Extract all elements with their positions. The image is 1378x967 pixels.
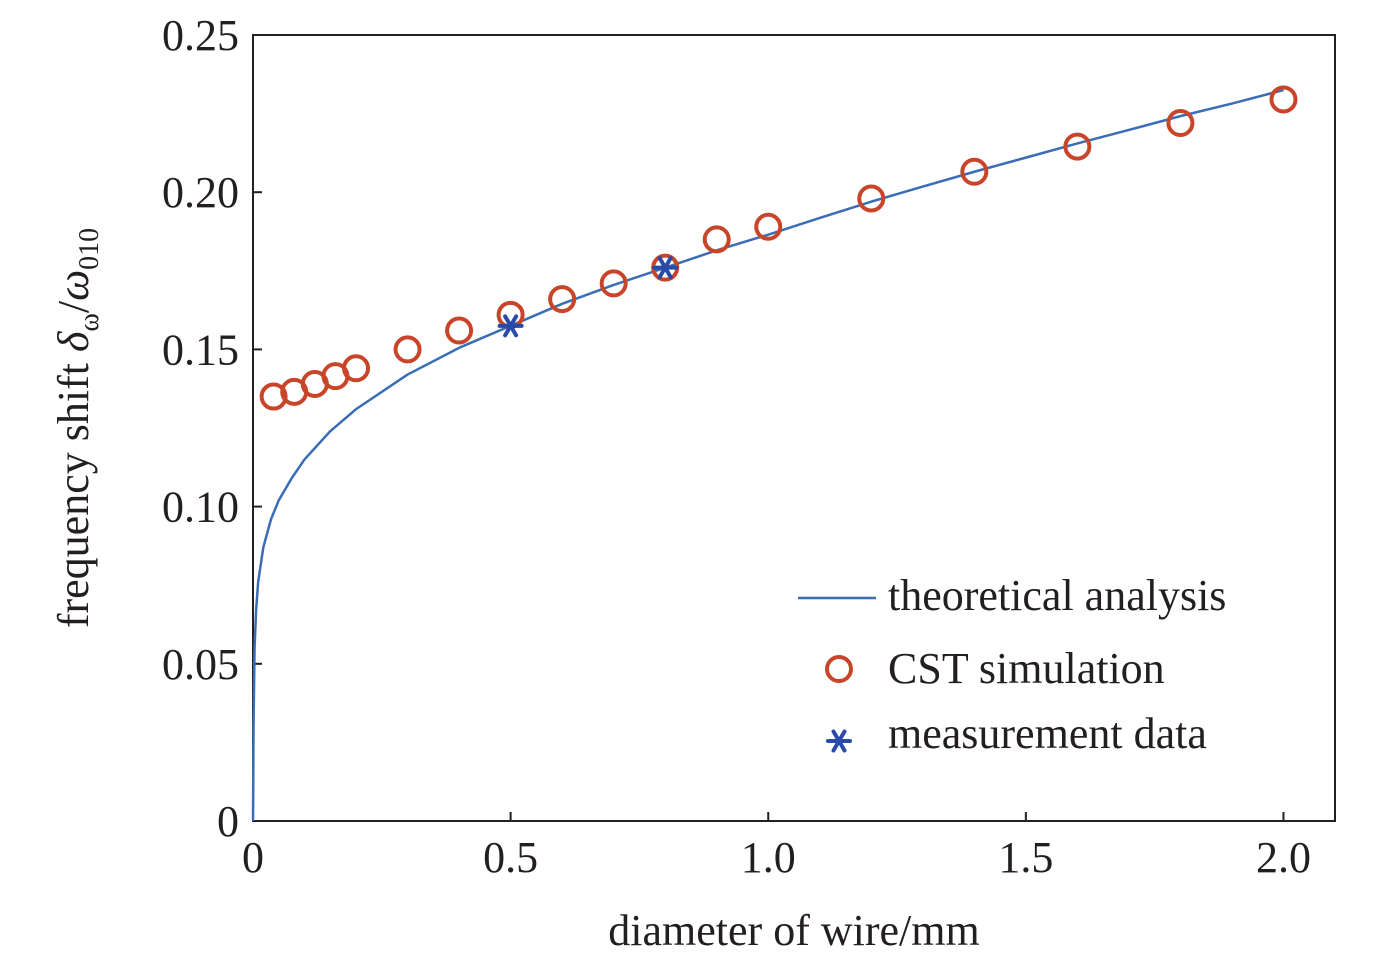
y-axis-ticks: 0 0.05 0.10 0.15 0.20 0.25 xyxy=(162,11,262,846)
y-tick-label: 0.10 xyxy=(162,483,239,532)
cst-point xyxy=(445,316,474,345)
cst-point xyxy=(960,157,989,186)
x-axis-title: diameter of wire/mm xyxy=(608,906,979,955)
y-tick-label: 0.15 xyxy=(162,325,239,374)
cst-point xyxy=(393,335,422,364)
legend-marker-measurement xyxy=(826,729,852,753)
cst-point xyxy=(1269,85,1298,114)
x-axis-ticks: 0 0.5 1.0 1.5 2.0 xyxy=(242,812,1311,882)
x-tick-label: 2.0 xyxy=(1256,833,1311,882)
y-tick-label: 0 xyxy=(217,797,239,846)
measurement-point xyxy=(652,256,679,280)
series-line-theoretical-analysis xyxy=(251,88,1284,822)
y-axis-title: frequency shift δω/ω010 xyxy=(49,228,105,628)
plot-frame xyxy=(252,34,1336,822)
y-axis-title-delta: δ xyxy=(49,330,98,352)
cst-point xyxy=(342,354,371,383)
cst-point xyxy=(857,184,886,213)
cst-point xyxy=(599,269,628,298)
cst-point xyxy=(548,285,577,314)
y-axis-title-slash: / xyxy=(49,300,98,313)
x-tick-label: 1.0 xyxy=(741,833,796,882)
legend-marker-cst xyxy=(825,655,853,683)
y-axis-title-omega-sub: 010 xyxy=(74,228,105,270)
cst-point xyxy=(702,225,731,254)
cst-point xyxy=(754,212,783,241)
legend-label-cst: CST simulation xyxy=(888,644,1165,693)
plot-area xyxy=(251,85,1298,822)
x-tick-label: 0.5 xyxy=(483,833,538,882)
cst-point xyxy=(1063,132,1092,161)
y-tick-label: 0.20 xyxy=(162,168,239,217)
x-tick-label: 1.5 xyxy=(998,833,1053,882)
y-tick-label: 0.05 xyxy=(162,640,239,689)
legend-label-measurement: measurement data xyxy=(888,709,1207,758)
x-tick-label: 0 xyxy=(242,833,264,882)
legend: theoretical analysis CST simulation meas… xyxy=(798,571,1226,758)
cst-point xyxy=(259,382,288,411)
y-axis-title-prefix: frequency shift xyxy=(49,352,98,628)
cst-point xyxy=(1166,109,1195,138)
y-tick-label: 0.25 xyxy=(162,11,239,60)
y-axis-title-delta-sub: ω xyxy=(74,313,105,331)
legend-label-theory: theoretical analysis xyxy=(888,571,1226,620)
y-axis-title-omega: ω xyxy=(49,270,98,301)
measurement-point xyxy=(497,314,524,338)
